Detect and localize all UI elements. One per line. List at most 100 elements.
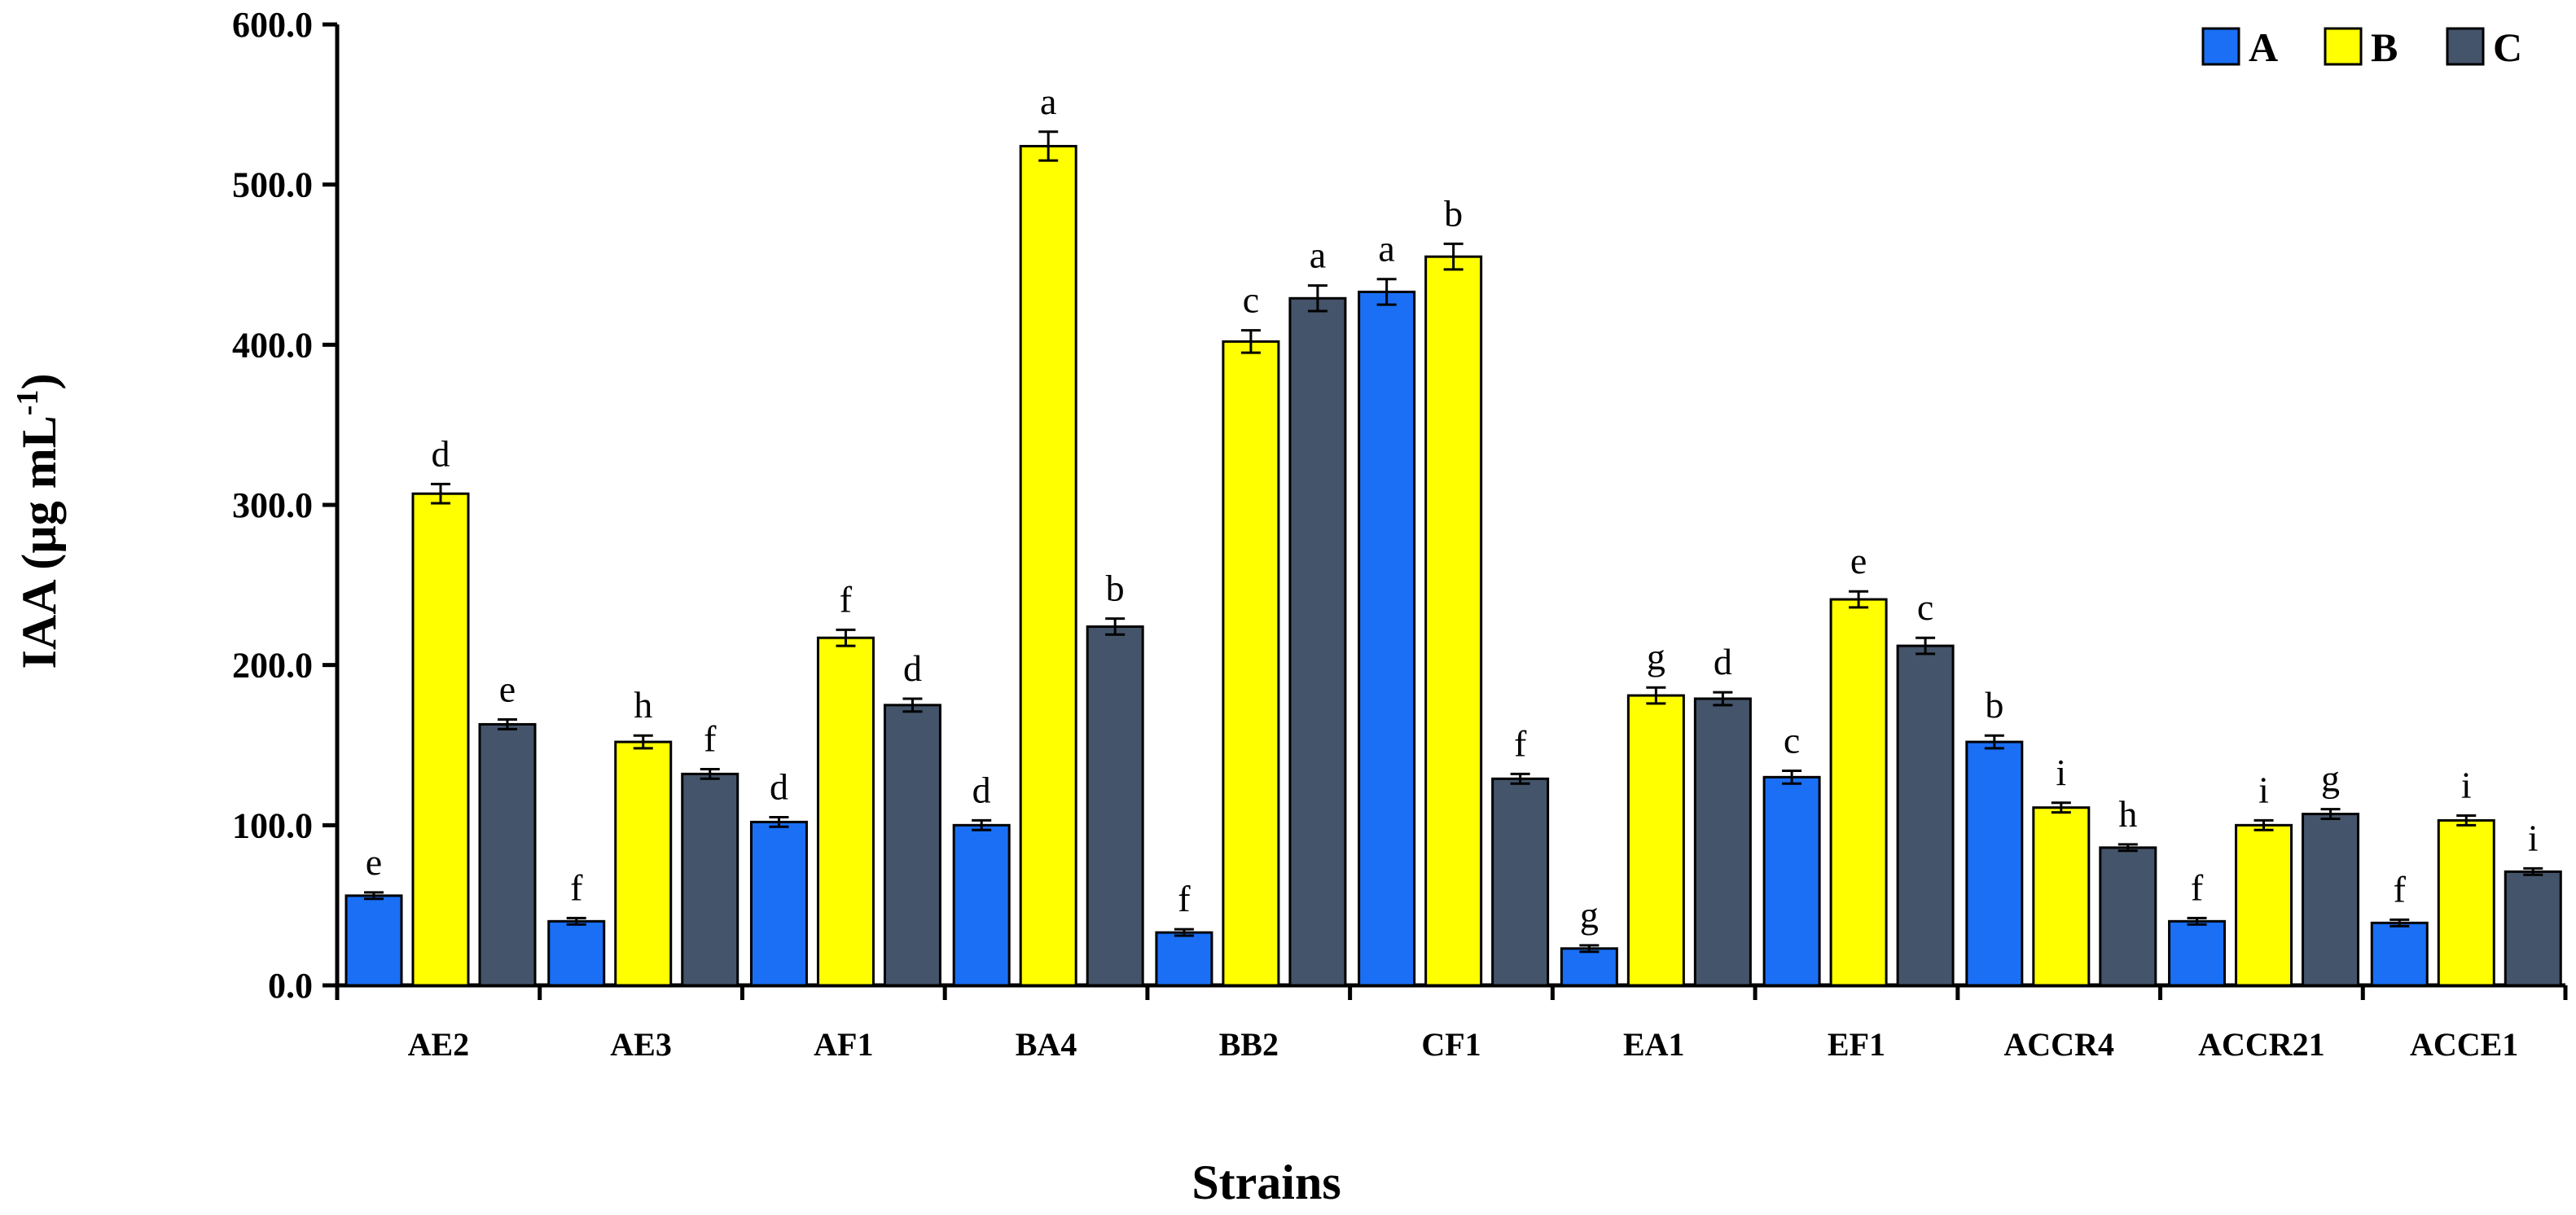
- x-tick-label: CF1: [1421, 1026, 1481, 1063]
- significance-letter: f: [840, 578, 853, 620]
- bar-C-ACCR4: [2099, 846, 2157, 987]
- bar-B-CF1: [1424, 255, 1483, 987]
- error-bar: [1713, 691, 1733, 707]
- significance-letter: a: [1040, 81, 1056, 122]
- significance-letter: c: [1784, 719, 1800, 761]
- significance-letter: g: [2321, 758, 2340, 800]
- y-axis-title: IAA (µg mL-1): [11, 374, 66, 669]
- bar-B-AE3: [614, 740, 673, 987]
- bar-A-AE3: [547, 919, 606, 987]
- significance-letter: c: [1917, 586, 1933, 628]
- bar-A-CF1: [1358, 290, 1416, 987]
- error-bar: [972, 818, 992, 831]
- x-tick-label: ACCE1: [2410, 1026, 2518, 1063]
- significance-letter: i: [2528, 817, 2539, 858]
- error-bar: [364, 891, 384, 901]
- significance-letter: a: [1310, 235, 1326, 276]
- error-bar: [1782, 769, 1802, 785]
- error-bar: [1443, 242, 1464, 271]
- bar-C-AF1: [883, 704, 941, 987]
- error-bar: [1916, 636, 1936, 656]
- bar-C-ACCR21: [2302, 813, 2360, 987]
- bar-B-ACCR21: [2235, 823, 2293, 987]
- error-bar: [431, 482, 450, 505]
- bar-B-EA1: [1626, 694, 1685, 987]
- error-bar: [1105, 617, 1126, 636]
- significance-letter: f: [1514, 722, 1527, 764]
- error-bar: [2051, 801, 2071, 814]
- error-bar: [1579, 944, 1600, 954]
- x-axis-title: Strains: [1191, 1156, 1341, 1209]
- legend-item-B: B: [2324, 24, 2398, 70]
- significance-letter: b: [1444, 192, 1463, 234]
- bar-A-EF1: [1762, 775, 1821, 987]
- bar-B-EF1: [1829, 598, 1888, 987]
- x-tick-label: ACCR21: [2198, 1026, 2325, 1063]
- significance-letter: f: [704, 718, 717, 760]
- legend-label: C: [2493, 24, 2522, 70]
- legend-swatch: [2446, 27, 2485, 66]
- significance-letter: d: [770, 766, 788, 808]
- error-bar: [2187, 916, 2207, 926]
- x-tick-label: AE3: [610, 1026, 672, 1063]
- significance-letter: d: [432, 432, 450, 474]
- error-bar: [1174, 928, 1194, 937]
- error-bar: [769, 816, 789, 828]
- error-bar: [1240, 329, 1261, 354]
- error-bar: [2523, 866, 2543, 876]
- bar-C-EF1: [1896, 644, 1955, 987]
- y-axis-title-close: ): [12, 374, 66, 390]
- bar-C-EA1: [1693, 697, 1752, 987]
- significance-letter: g: [1580, 894, 1599, 936]
- y-axis-title-superscript: -1: [11, 390, 45, 416]
- significance-letter: e: [499, 669, 516, 710]
- significance-letter: e: [1850, 540, 1867, 581]
- error-bar: [1376, 278, 1397, 306]
- significance-letter: f: [2394, 868, 2407, 910]
- significance-letter: a: [1378, 228, 1394, 270]
- error-bar: [633, 734, 653, 750]
- error-bar: [2253, 818, 2274, 831]
- legend-swatch: [2324, 27, 2363, 66]
- significance-letter: h: [2118, 793, 2137, 835]
- error-bar: [1984, 734, 2004, 750]
- x-tick-label: EF1: [1828, 1026, 1885, 1063]
- bar-B-AF1: [816, 636, 875, 987]
- error-bar: [2320, 808, 2341, 820]
- significance-letter: b: [1985, 684, 2003, 726]
- error-bar: [2456, 814, 2477, 827]
- bar-A-ACCR21: [2168, 919, 2227, 987]
- bar-C-ACCE1: [2504, 870, 2562, 987]
- error-bar: [1646, 686, 1666, 705]
- significance-letter: i: [2461, 765, 2472, 806]
- bar-C-BB2: [1288, 296, 1347, 987]
- x-tick-label: BA4: [1016, 1026, 1077, 1063]
- bar-B-ACCR4: [2032, 806, 2091, 987]
- legend: A B C: [2201, 24, 2522, 70]
- x-tick-label: EA1: [1623, 1026, 1685, 1063]
- x-tick-label: AF1: [814, 1026, 873, 1063]
- error-bar: [2389, 918, 2410, 928]
- significance-letter: h: [634, 684, 652, 726]
- significance-letter: d: [972, 769, 991, 810]
- significance-letter: e: [366, 841, 382, 883]
- significance-letter: d: [1714, 641, 1732, 682]
- error-bar: [2117, 843, 2138, 853]
- error-bar: [1307, 284, 1327, 313]
- bar-C-AE3: [681, 772, 739, 987]
- error-bar: [902, 697, 923, 713]
- bar-A-EA1: [1560, 947, 1618, 987]
- bar-A-BA4: [952, 823, 1011, 987]
- legend-swatch: [2201, 27, 2240, 66]
- legend-label: A: [2249, 24, 2278, 70]
- bar-C-CF1: [1491, 777, 1550, 987]
- error-bar: [700, 768, 720, 780]
- x-tick-label: AE2: [408, 1026, 470, 1063]
- bar-C-BA4: [1086, 625, 1144, 987]
- y-tick-label: 600.0: [232, 5, 313, 45]
- bar-A-AF1: [749, 820, 808, 987]
- error-bar: [1510, 772, 1530, 785]
- significance-letter: d: [903, 647, 922, 689]
- significance-letter: i: [2258, 769, 2269, 810]
